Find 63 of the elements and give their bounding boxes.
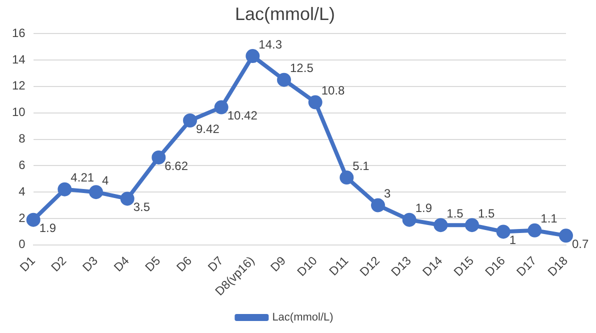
data-label: 9.42 (196, 122, 220, 136)
x-tick-label: D16 (482, 253, 508, 280)
x-tick-label: D11 (326, 253, 352, 278)
data-label: 5.1 (352, 158, 370, 173)
x-tick-label: D17 (514, 253, 540, 280)
point (402, 212, 416, 227)
x-tick-label: D12 (357, 253, 383, 280)
point (528, 223, 542, 238)
x-tick-label: D3 (80, 253, 101, 274)
y-tick-label: 12 (12, 78, 26, 93)
x-tick-label: D18 (544, 253, 571, 280)
point (434, 218, 448, 232)
x-tick-label: D4 (111, 253, 132, 274)
y-tick-label: 2 (18, 210, 26, 225)
y-tick-label: 14 (12, 52, 26, 66)
legend-label: Lac(mmol/L) (272, 312, 334, 324)
point (58, 182, 72, 196)
point (277, 72, 292, 87)
chart-title: Lac(mmol/L) (234, 4, 336, 24)
point (152, 150, 166, 164)
data-label: 12.5 (290, 61, 314, 76)
data-label: 1.9 (415, 201, 432, 216)
data-label: 1.9 (39, 221, 56, 236)
point (371, 198, 386, 212)
point (89, 185, 104, 200)
x-tick-label: D13 (388, 253, 414, 280)
x-tick-label: D2 (48, 253, 70, 274)
point (120, 192, 134, 206)
data-label: 1.5 (446, 206, 464, 220)
x-tick-label: D10 (294, 253, 320, 280)
x-tick-label: D9 (268, 253, 289, 274)
x-tick-label: D6 (174, 253, 195, 274)
y-tick-label: 4 (18, 184, 26, 198)
data-label: 14.3 (258, 37, 282, 52)
y-tick-label: 8 (18, 132, 26, 146)
x-tick-label: D14 (420, 253, 446, 280)
data-label: 1.5 (478, 206, 496, 220)
point (214, 100, 228, 114)
point (559, 228, 573, 243)
data-label: 6.62 (164, 158, 188, 173)
data-label: 3 (384, 186, 392, 201)
point (26, 212, 40, 227)
point (340, 170, 354, 185)
data-label: 4.21 (70, 170, 94, 185)
data-label: 1.1 (540, 212, 558, 226)
y-tick-label: 16 (12, 26, 26, 40)
data-label: 0.7 (572, 236, 590, 251)
point (496, 224, 510, 239)
data-label: 10.8 (321, 84, 346, 98)
x-tick-label: D5 (142, 253, 164, 274)
data-label: 4 (102, 173, 110, 188)
data-label: 1 (509, 233, 516, 248)
y-tick-label: 6 (18, 158, 26, 172)
point (465, 218, 480, 232)
data-label: 3.5 (133, 200, 150, 214)
x-tick-label: D15 (451, 253, 477, 280)
data-label: 10.42 (227, 108, 258, 123)
y-tick-label: 0 (18, 237, 26, 252)
point (308, 95, 322, 110)
point (246, 49, 260, 64)
x-tick-label: D1 (17, 253, 38, 274)
y-tick-label: 10 (12, 105, 26, 120)
point (183, 114, 198, 128)
